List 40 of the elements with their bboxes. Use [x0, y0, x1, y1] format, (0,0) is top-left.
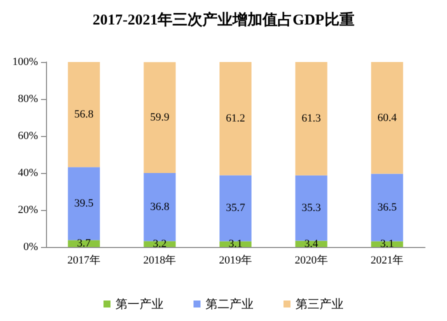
bar — [220, 62, 252, 176]
bar — [144, 62, 176, 173]
y-tick-label: 0% — [23, 241, 38, 253]
y-tick-label: 40% — [18, 167, 38, 179]
data-label: 61.2 — [226, 112, 246, 125]
data-label: 61.3 — [302, 112, 322, 125]
x-tick-label: 2020年 — [294, 254, 328, 266]
x-tick-label: 2017年 — [67, 254, 100, 266]
data-label: 36.8 — [150, 201, 170, 214]
data-label: 3.4 — [304, 238, 319, 250]
legend-label: 第一产业 — [116, 297, 164, 311]
bar — [220, 175, 252, 242]
data-label: 56.8 — [74, 108, 94, 121]
data-label: 39.5 — [74, 198, 94, 210]
x-tick-label: 2019年 — [219, 254, 252, 266]
bar — [295, 62, 328, 176]
data-label: 3.1 — [228, 238, 242, 250]
y-tick-label: 20% — [18, 204, 38, 216]
data-label: 35.3 — [302, 202, 322, 214]
x-tick-label: 2021年 — [370, 254, 404, 266]
x-tick-label: 2018年 — [143, 254, 176, 266]
bar — [144, 173, 176, 242]
data-label: 59.9 — [150, 112, 170, 124]
data-label: 60.4 — [377, 112, 398, 124]
data-label: 3.7 — [77, 238, 92, 250]
bar — [68, 167, 100, 240]
data-label: 35.7 — [226, 202, 246, 214]
legend-label: 第三产业 — [296, 297, 344, 311]
bar — [371, 174, 404, 242]
bar — [68, 62, 100, 168]
data-label: 3.1 — [380, 238, 394, 250]
data-label: 3.2 — [152, 238, 167, 250]
y-tick-label: 80% — [18, 93, 38, 105]
chart-title: 2017-2021年三次产业增加值占GDP比重 — [92, 12, 354, 28]
legend-label: 第二产业 — [206, 297, 254, 311]
bar — [295, 175, 328, 241]
data-label: 36.5 — [377, 202, 398, 214]
bar — [371, 62, 404, 174]
y-tick-label: 100% — [12, 56, 38, 68]
y-tick-label: 60% — [18, 130, 38, 142]
